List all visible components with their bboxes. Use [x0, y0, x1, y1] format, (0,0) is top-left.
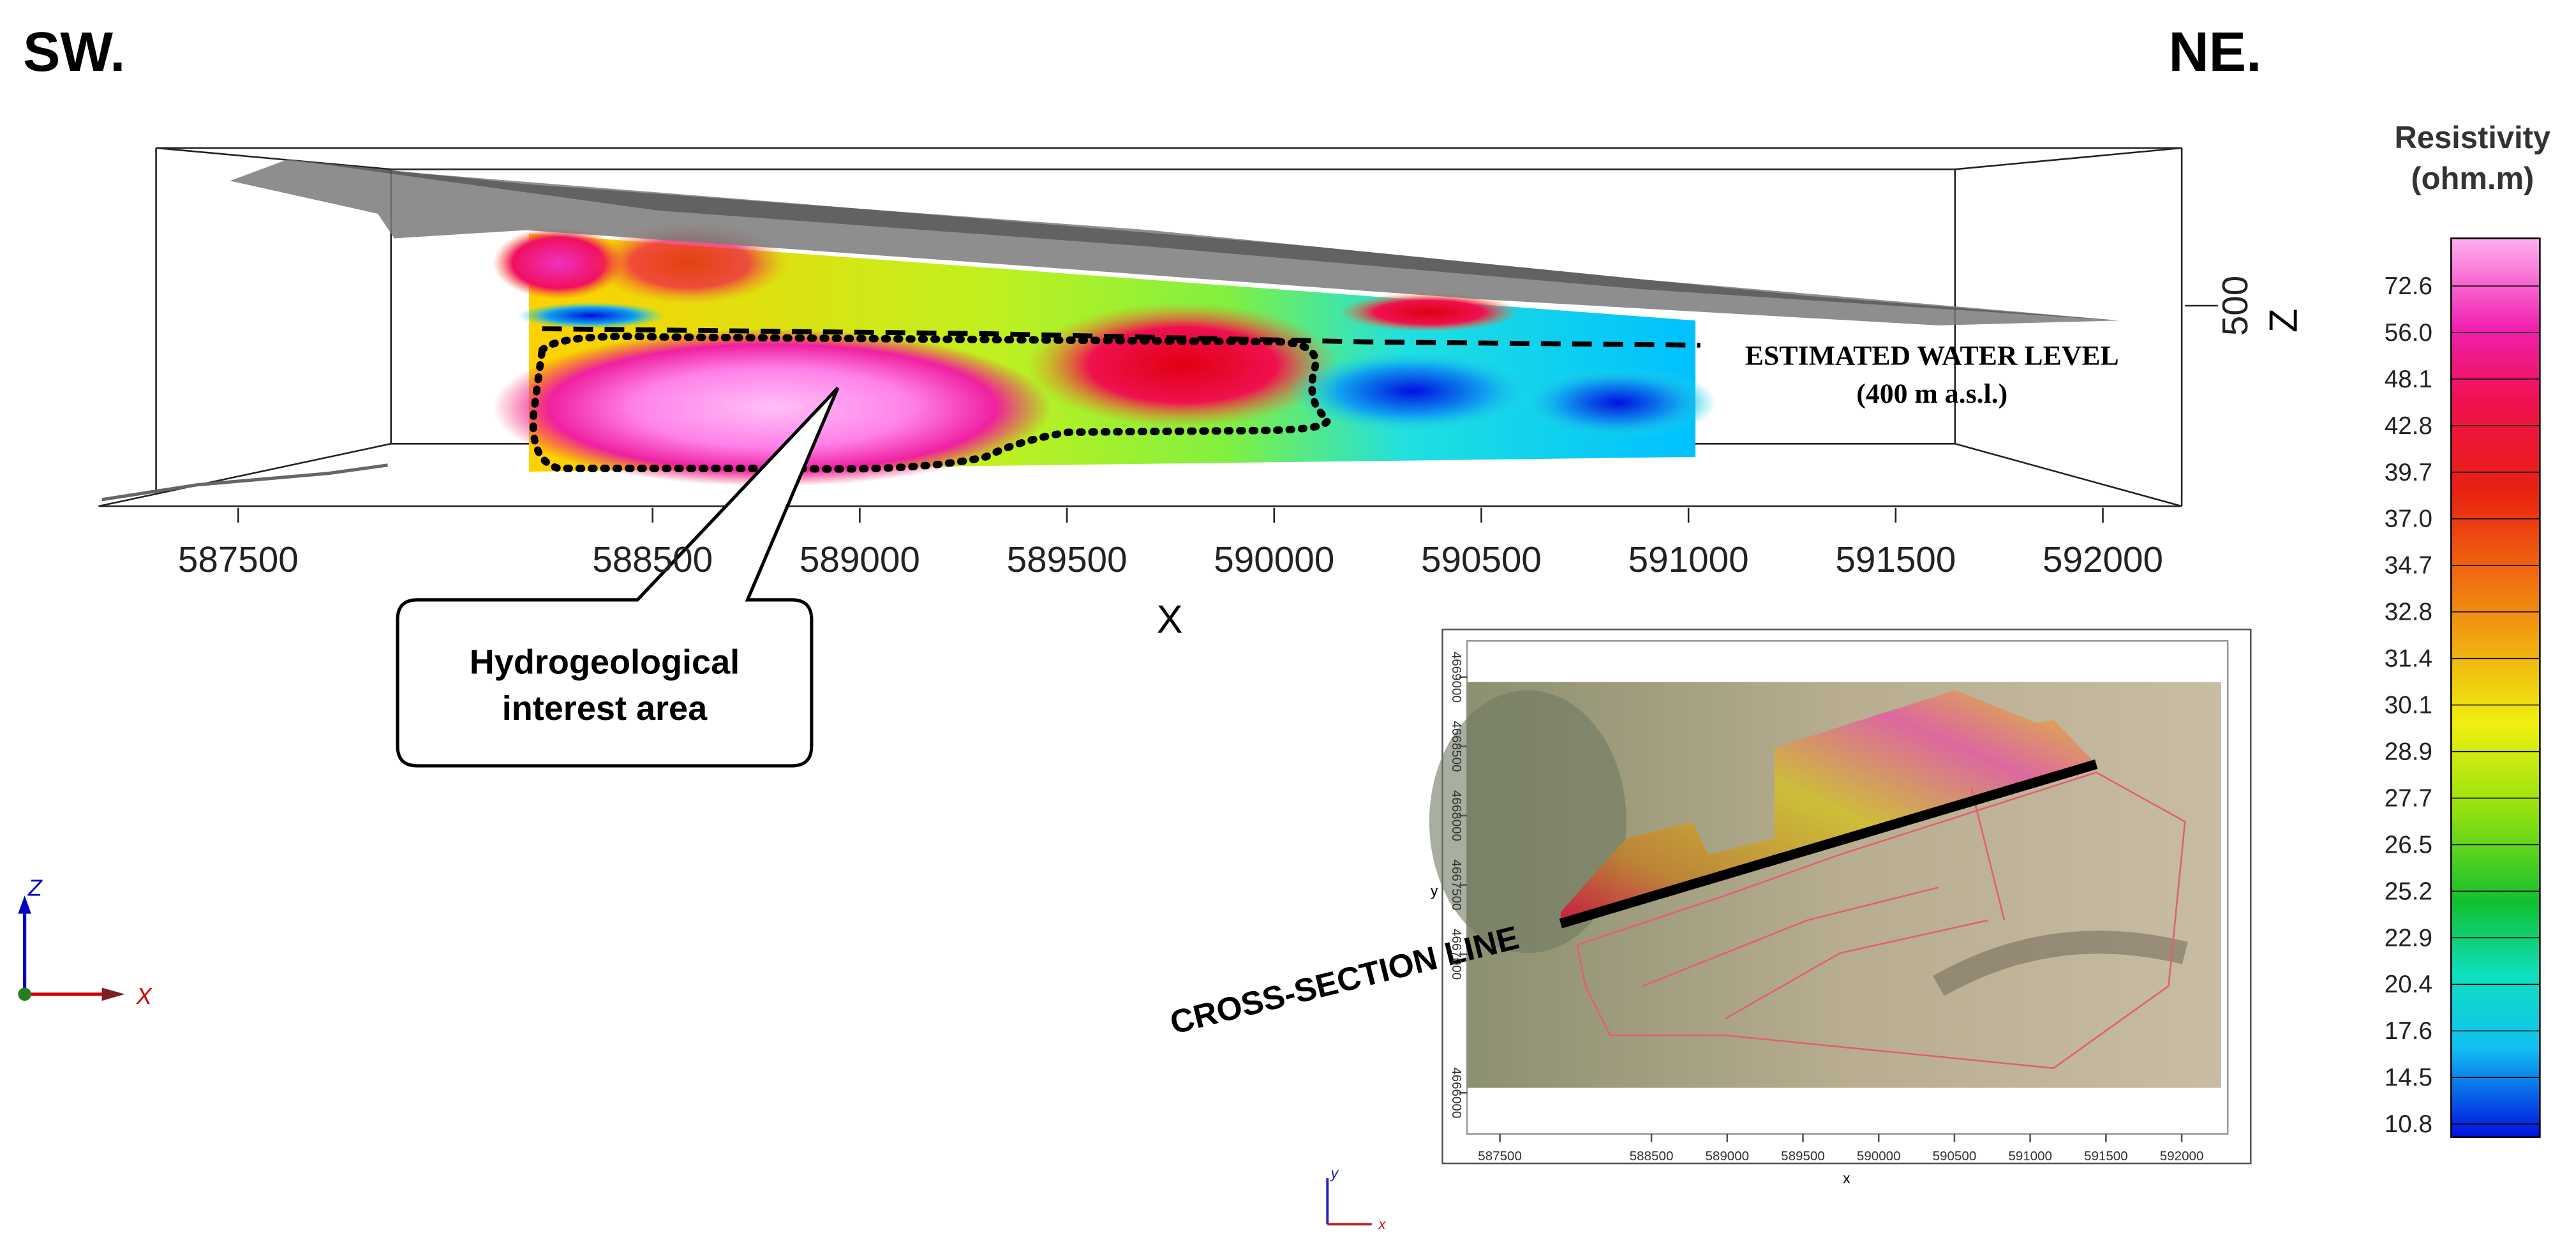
colorbar-label: 56.0	[2385, 319, 2432, 347]
inset-y-axis: 4669000 4668500 4668000 4667500 4667000 46660…	[1449, 652, 1468, 1118]
orientation-label: SW.	[23, 20, 125, 83]
colorbar-label: 72.6	[2385, 273, 2432, 300]
inset-x-axis: 587500 588500 589000 589500 590000 590500 5910…	[1478, 1133, 2204, 1163]
z-tick-label: 500	[2215, 276, 2256, 336]
colorbar-label: 26.5	[2385, 831, 2432, 858]
colorbar-label: 10.8	[2385, 1111, 2432, 1138]
x-tick-label: 587500	[178, 540, 299, 580]
colorbar-unit: (ohm.m)	[2411, 161, 2534, 196]
orientation-label: NE.	[2168, 20, 2261, 83]
inset-triad-x: x	[1378, 1216, 1387, 1232]
inset-x-tick-label: 589500	[1781, 1149, 1825, 1163]
cross-section-line	[1559, 759, 2098, 929]
x-tick-label: 590000	[1214, 540, 1334, 580]
inset-y-tick-label: 4668000	[1449, 790, 1464, 841]
water-level-line	[542, 326, 1701, 348]
colorbar-label: 14.5	[2385, 1064, 2432, 1091]
x-tick-label: 592000	[2043, 540, 2163, 580]
colorbar-label: 17.6	[2385, 1017, 2432, 1045]
colorbar-label: 31.4	[2385, 645, 2432, 673]
inset-y-tick-label: 4668500	[1449, 721, 1464, 772]
axes-triad	[18, 895, 125, 1001]
colorbar-label: 22.9	[2385, 924, 2432, 952]
inset-x-tick-label: 589000	[1705, 1149, 1749, 1163]
colorbar-label: 48.1	[2385, 366, 2432, 393]
callout-line: interest area	[502, 689, 708, 728]
colorbar-title: Resistivity	[2394, 121, 2550, 155]
triad-z: Z	[27, 874, 43, 901]
colorbar-label: 34.7	[2385, 552, 2432, 580]
inset-x-tick-label: 591000	[2008, 1149, 2052, 1163]
colorbar-label: 37.0	[2385, 505, 2432, 533]
inset-y-tick-label: 4666000	[1449, 1067, 1464, 1118]
x-axis-label: X	[1157, 597, 1183, 641]
inset-x-tick-label: 590000	[1857, 1149, 1901, 1163]
x-tick-label: 589500	[1007, 540, 1128, 580]
inset-y-label: y	[1431, 882, 1438, 899]
water-level-sublabel: (400 m a.s.l.)	[1856, 378, 2007, 409]
inset-y-tick-label: 4669000	[1449, 652, 1464, 703]
inset-x-tick-label: 591500	[2084, 1149, 2128, 1163]
interest-outline	[529, 333, 1332, 473]
colorbar-label: 28.9	[2385, 738, 2432, 765]
x-tick-label: 589000	[800, 540, 920, 580]
colorbar-label: 39.7	[2385, 459, 2432, 486]
colorbar-labels: 72.6 56.0 48.1 42.8 39.7 37.0 34.7 32.8 31.4 30.1…	[2385, 273, 2540, 1138]
colorbar-label: 30.1	[2385, 692, 2432, 719]
inset-x-tick-label: 588500	[1630, 1149, 1674, 1163]
x-axis: 587500 588500 589000 589500 590000 590500 5910…	[178, 507, 2163, 580]
colorbar	[2450, 237, 2541, 1139]
x-tick-label: 588500	[592, 540, 713, 580]
callout-line: Hydrogeological	[470, 643, 740, 682]
inset-x-tick-label: 592000	[2160, 1149, 2204, 1163]
callout-text: Hydrogeological interest area	[470, 643, 740, 728]
inset-triad	[1326, 1178, 1372, 1226]
x-tick-label: 591000	[1628, 540, 1749, 580]
inset-y-tick-label: 4667000	[1449, 929, 1464, 980]
inset-x-tick-label: 587500	[1478, 1149, 1522, 1163]
inset-map-detail	[1429, 690, 2188, 1069]
z-axis-label: Z	[2261, 308, 2305, 333]
colorbar-label: 32.8	[2385, 599, 2432, 626]
x-tick-label: 591500	[1835, 540, 1956, 580]
inset-x-tick-label: 590500	[1933, 1149, 1977, 1163]
inset-y-tick-label: 4667500	[1449, 860, 1464, 911]
z-axis: 500	[2185, 276, 2256, 336]
callout	[396, 386, 840, 768]
colorbar-label: 27.7	[2385, 784, 2432, 812]
inset-triad-y: y	[1329, 1165, 1339, 1181]
triad-x: X	[136, 983, 153, 1009]
x-tick-label: 590500	[1421, 540, 1542, 580]
resistivity-section	[101, 159, 2120, 502]
colorbar-label: 20.4	[2385, 971, 2432, 998]
inset-x-label: x	[1843, 1170, 1850, 1186]
colorbar-label: 42.8	[2385, 412, 2432, 440]
colorbar-label: 25.2	[2385, 878, 2432, 905]
water-level-label: ESTIMATED WATER LEVEL	[1745, 341, 2119, 371]
